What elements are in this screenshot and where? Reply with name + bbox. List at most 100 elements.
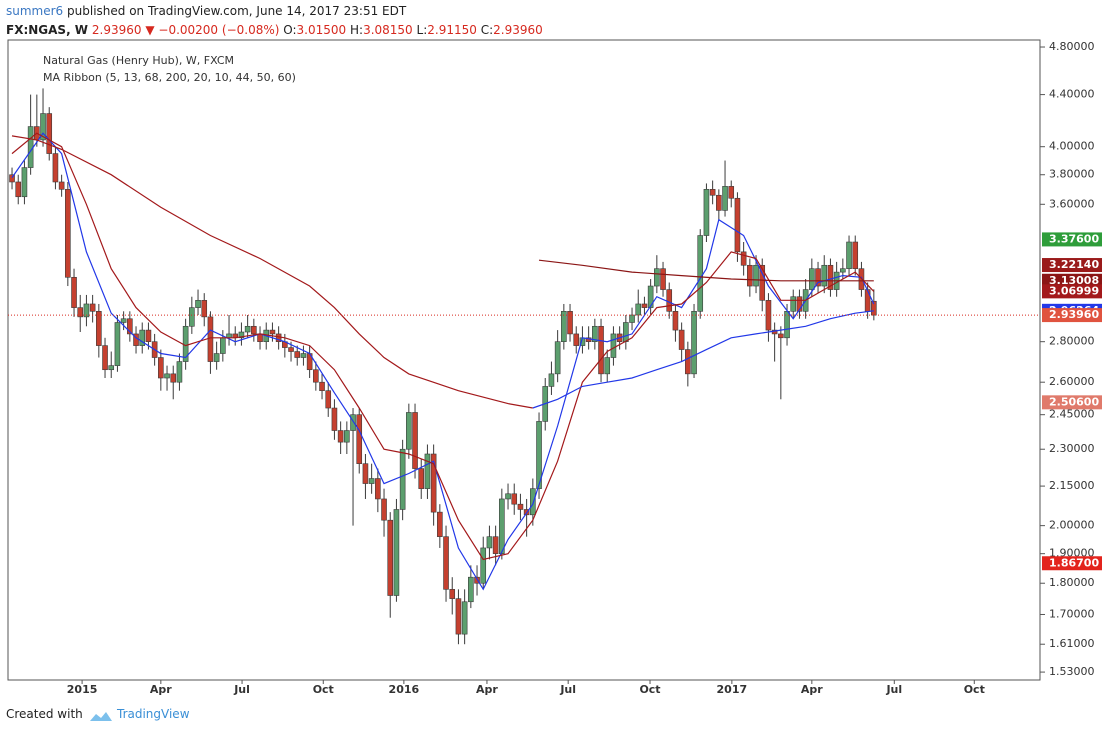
published: published on TradingView.com, June 14, 2… [67, 4, 407, 18]
candle-body [213, 353, 220, 362]
candle-body [678, 329, 685, 350]
candle-body [220, 337, 226, 354]
candle-body [269, 329, 276, 335]
candle-body [548, 373, 555, 387]
x-tick-label: Jul [885, 683, 902, 696]
candle-body [449, 589, 456, 599]
candle-body [406, 412, 412, 450]
x-tick-label: 2016 [389, 683, 420, 696]
candle-body [195, 300, 201, 308]
candle-body [567, 311, 573, 335]
price-tag-label: 3.37600 [1049, 232, 1099, 245]
candle-body [300, 353, 307, 358]
quote-value: 2.91150 [427, 23, 477, 37]
candle-body [257, 333, 263, 342]
y-tick-label: 1.53000 [1049, 665, 1095, 678]
candle-body [486, 536, 493, 549]
candle-body [139, 329, 146, 346]
candle-body [77, 307, 84, 318]
ma-line [538, 259, 874, 282]
candle-body [840, 268, 846, 273]
change: −0.00200 (−0.08%) [158, 23, 280, 37]
x-tick-label: Apr [150, 683, 172, 696]
quote-key: O: [283, 23, 297, 37]
y-tick-label: 2.60000 [1049, 375, 1095, 388]
price-tag [1042, 258, 1102, 273]
candle-body [83, 303, 90, 318]
candle-body [381, 498, 387, 521]
y-tick-label: 1.70000 [1049, 607, 1095, 620]
candle-body [164, 373, 170, 379]
quote-value: 2.93960 [493, 23, 543, 37]
price-tag [1042, 284, 1102, 299]
header: summer6 published on TradingView.com, Ju… [6, 2, 543, 40]
candle-body [437, 511, 443, 537]
candle-body [536, 421, 542, 489]
candle-body [356, 414, 363, 464]
price-tag [1042, 273, 1102, 288]
price-tag [1042, 232, 1102, 247]
candle-body [461, 601, 468, 635]
arrow: ▼ [145, 23, 155, 37]
price-tag-label: 1.86700 [1049, 556, 1099, 569]
price-tag-label: 2.93960 [1049, 308, 1099, 321]
candle-body [846, 241, 852, 269]
candle-body [207, 316, 214, 362]
created: Created with [6, 707, 83, 721]
y-tick-label: 2.15000 [1049, 479, 1095, 492]
candle-body [344, 430, 350, 443]
candle-body [666, 289, 673, 312]
y-tick-label: 2.80000 [1049, 335, 1095, 348]
candle-body [65, 189, 71, 278]
candle-body [325, 390, 332, 409]
candle-body [852, 241, 859, 269]
price-tag-label: 3.22140 [1049, 258, 1099, 271]
candle-body [158, 357, 164, 379]
quote-line: FX:NGAS, W 2.93960 ▼ −0.00200 (−0.08%) O… [6, 21, 543, 40]
candle-body [685, 349, 691, 375]
brand[interactable]: TradingView [117, 707, 190, 721]
price-tag [1042, 556, 1102, 571]
candle-body [71, 276, 77, 308]
user[interactable]: summer6 [6, 4, 64, 18]
candle-body [734, 197, 741, 253]
price-tag-label: 2.50600 [1049, 395, 1099, 408]
candle-body [350, 414, 356, 431]
candle-body [424, 453, 431, 489]
candle-body [238, 331, 245, 339]
y-tick-label: 2.00000 [1049, 519, 1095, 532]
candle-body [864, 289, 871, 312]
candle-body [672, 311, 679, 331]
candle-body [697, 235, 704, 312]
candle-body [430, 453, 437, 513]
quote-key: C: [480, 23, 494, 37]
candle-body [244, 325, 251, 333]
candle-body [635, 303, 642, 316]
candle-body [740, 251, 747, 266]
candle-body [753, 264, 759, 287]
price-tag [1042, 308, 1102, 323]
candle-body [412, 412, 418, 469]
candle-body [778, 333, 784, 339]
candle-body [759, 264, 766, 301]
candle-body [641, 303, 648, 308]
chart-subtitle: MA Ribbon (5, 13, 68, 200, 20, 10, 44, 5… [43, 71, 296, 84]
candle-body [399, 448, 406, 510]
candle-body [294, 351, 301, 358]
candle-body [815, 268, 821, 287]
candle-body [505, 493, 511, 500]
candle-body [319, 381, 325, 391]
candle-body [561, 311, 567, 342]
candle-body [96, 311, 102, 346]
price-tag-label: 3.06999 [1049, 284, 1099, 297]
candle-body [554, 341, 561, 375]
candle-body [691, 311, 697, 375]
x-tick-label: Oct [313, 683, 334, 696]
candle-body [189, 307, 195, 327]
y-tick-label: 4.40000 [1049, 88, 1095, 101]
symbol: FX:NGAS, W [6, 23, 89, 37]
candle-body [288, 347, 294, 352]
candle-body [573, 333, 580, 346]
candle-body [728, 186, 735, 199]
candle-body [474, 576, 480, 584]
